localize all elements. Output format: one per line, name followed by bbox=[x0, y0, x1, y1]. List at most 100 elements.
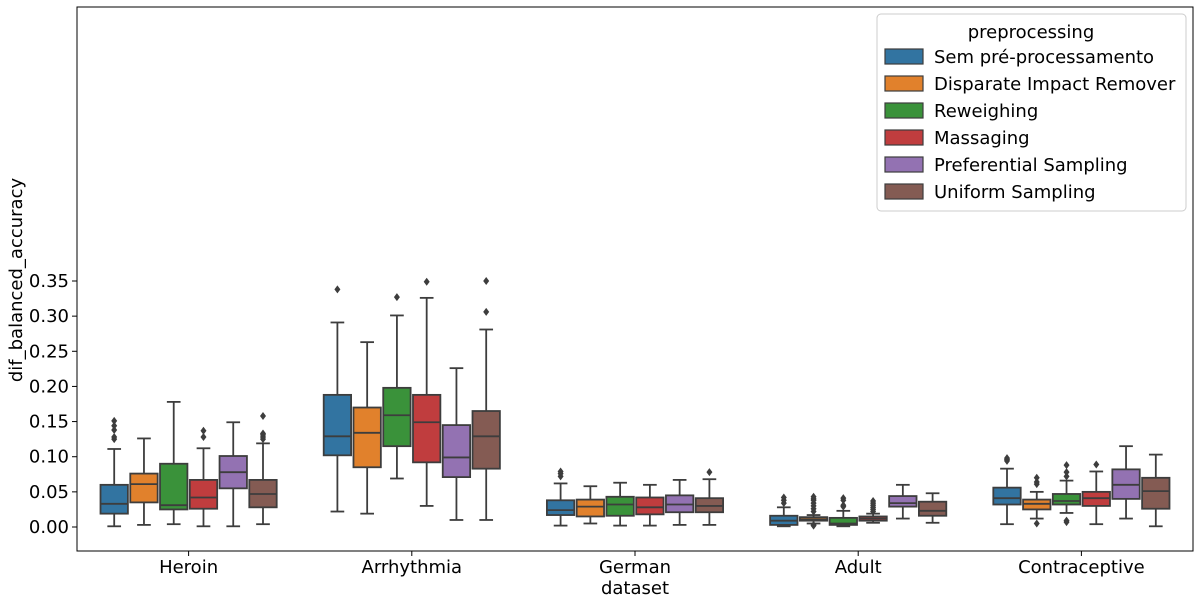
y-tick-label: 0.30 bbox=[29, 306, 69, 327]
outlier-point bbox=[810, 492, 817, 501]
box-rect bbox=[918, 500, 948, 517]
outlier-point bbox=[1004, 454, 1010, 463]
legend-swatch bbox=[884, 183, 924, 200]
x-tick-label: German bbox=[599, 557, 671, 578]
box-element bbox=[605, 481, 635, 527]
legend-entries: Sem pré-processamento Disparate Impact Re… bbox=[884, 47, 1176, 203]
box-rect bbox=[129, 472, 159, 504]
box-rect bbox=[575, 498, 605, 518]
outlier-point bbox=[840, 501, 847, 510]
outlier-point bbox=[393, 293, 400, 302]
box-element bbox=[248, 411, 278, 526]
legend-label: Massaging bbox=[934, 128, 1030, 149]
x-tick-label: Adult bbox=[835, 557, 882, 578]
outlier-point bbox=[706, 468, 713, 477]
box-element bbox=[129, 437, 159, 526]
outlier-point bbox=[483, 277, 490, 286]
outlier-point bbox=[260, 411, 266, 420]
outlier-point bbox=[1063, 516, 1070, 525]
box-element bbox=[159, 400, 189, 526]
box-rect bbox=[635, 496, 665, 516]
box-element bbox=[798, 492, 829, 530]
y-axis: 0.00 0.05 0.10 0.15 0.20 0.25 0.30 0.35 bbox=[29, 271, 77, 538]
outlier-point bbox=[780, 493, 787, 502]
outlier-point bbox=[111, 416, 118, 425]
box-rect bbox=[352, 406, 382, 469]
box-element bbox=[888, 483, 918, 520]
box-element bbox=[1141, 453, 1171, 528]
boxes-layer bbox=[99, 277, 1171, 530]
outlier-point bbox=[200, 433, 207, 442]
outlier-point bbox=[810, 520, 817, 529]
box-element bbox=[352, 341, 382, 515]
box-element bbox=[99, 416, 129, 528]
box-element bbox=[769, 493, 799, 528]
box-element bbox=[322, 285, 352, 513]
box-rect bbox=[992, 486, 1022, 506]
outlier-point bbox=[423, 277, 430, 286]
y-tick-label: 0.35 bbox=[29, 271, 69, 292]
box-element bbox=[918, 492, 948, 524]
box-rect bbox=[888, 495, 918, 508]
y-tick-label: 0.05 bbox=[29, 482, 69, 503]
outlier-point bbox=[111, 433, 118, 442]
legend-swatch bbox=[884, 102, 924, 119]
outlier-point bbox=[1033, 478, 1040, 487]
outlier-point bbox=[1063, 461, 1070, 470]
box-element bbox=[1022, 473, 1052, 528]
x-axis: Heroin Arrhythmia German Adult Contraceptive bbox=[159, 551, 1145, 578]
outlier-point bbox=[1093, 460, 1100, 469]
box-rect bbox=[188, 479, 219, 510]
legend-label: Reweighing bbox=[934, 101, 1038, 122]
box-rect bbox=[546, 499, 576, 516]
outlier-point bbox=[334, 285, 341, 294]
box-rect bbox=[471, 410, 501, 470]
legend-frame bbox=[876, 13, 1187, 212]
outlier-point bbox=[840, 494, 847, 503]
legend-label: Disparate Impact Remover bbox=[934, 74, 1176, 95]
y-axis-label: dif_balanced_accuracy bbox=[6, 178, 27, 383]
y-tick-label: 0.20 bbox=[29, 376, 69, 397]
box-element bbox=[218, 421, 248, 528]
box-rect bbox=[1051, 493, 1082, 506]
box-element bbox=[858, 496, 888, 524]
legend-swatch bbox=[884, 48, 924, 65]
box-rect bbox=[322, 393, 352, 457]
legend-swatch bbox=[884, 75, 924, 92]
x-tick-label: Heroin bbox=[159, 557, 218, 578]
box-rect bbox=[412, 393, 442, 464]
box-element bbox=[992, 454, 1022, 526]
outlier-point bbox=[1063, 472, 1070, 481]
y-tick-label: 0.15 bbox=[29, 412, 69, 433]
box-element bbox=[412, 277, 442, 507]
outlier-point bbox=[483, 307, 490, 316]
outlier-point bbox=[111, 421, 118, 430]
box-rect bbox=[605, 495, 635, 517]
box-element bbox=[665, 479, 695, 526]
box-element bbox=[546, 467, 576, 527]
outlier-point bbox=[1033, 519, 1040, 528]
box-rect bbox=[159, 462, 189, 511]
box-element bbox=[635, 483, 665, 527]
outlier-point bbox=[200, 426, 207, 435]
box-rect bbox=[441, 424, 472, 478]
legend-swatch bbox=[884, 156, 924, 173]
box-element bbox=[382, 293, 412, 480]
outlier-point bbox=[870, 496, 877, 505]
box-element bbox=[471, 277, 501, 521]
box-rect bbox=[828, 516, 858, 526]
x-axis-label: dataset bbox=[601, 578, 669, 599]
x-tick-label: Arrhythmia bbox=[362, 557, 463, 578]
x-tick-label: Contraceptive bbox=[1018, 557, 1145, 578]
legend-label: Uniform Sampling bbox=[934, 182, 1096, 203]
legend: preprocessing Sem pré-processamento Dispa… bbox=[876, 13, 1187, 212]
legend-swatch bbox=[884, 129, 924, 146]
box-element bbox=[575, 485, 605, 525]
outlier-point bbox=[557, 467, 564, 476]
box-rect bbox=[1141, 476, 1171, 510]
box-element bbox=[441, 367, 472, 521]
box-rect bbox=[99, 483, 129, 515]
box-rect bbox=[382, 386, 412, 448]
legend-title: preprocessing bbox=[968, 22, 1095, 43]
